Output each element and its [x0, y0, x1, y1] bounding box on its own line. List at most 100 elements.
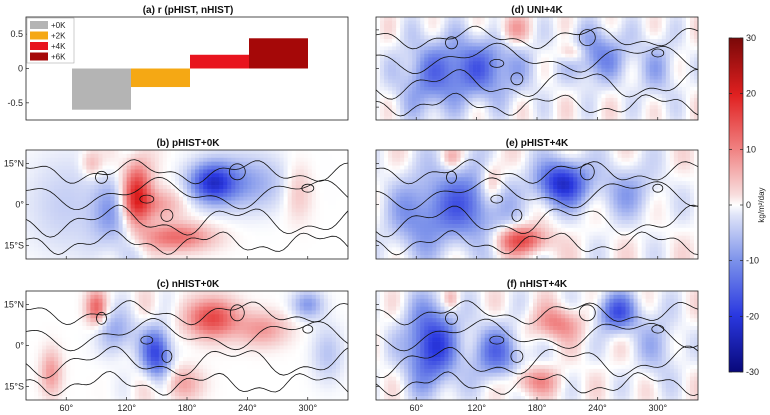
map-cell [66, 220, 71, 225]
map-cell [428, 20, 433, 25]
map-cell [219, 329, 224, 335]
map-cell [82, 200, 87, 205]
map-cell [327, 177, 333, 182]
map-cell [34, 200, 39, 205]
map-cell [215, 337, 220, 342]
map-cell [138, 368, 144, 374]
map-cell [90, 200, 95, 205]
map-cell [162, 388, 168, 393]
map-cell [199, 326, 204, 331]
map-cell [26, 353, 31, 358]
map-cell [339, 177, 345, 182]
map-cell [154, 322, 160, 327]
map-cell [114, 353, 119, 358]
map-cell [54, 291, 59, 296]
map-cell [271, 298, 276, 303]
map-cell [279, 157, 284, 162]
map-cell [247, 298, 252, 303]
map-cell [323, 345, 329, 350]
map-contour [25, 204, 349, 238]
map-cell [211, 185, 216, 190]
map-cell [339, 153, 345, 159]
map-cell [211, 220, 216, 225]
map-cell [339, 216, 345, 221]
map-cell [343, 306, 349, 311]
map-cell [126, 368, 131, 374]
map-cell [106, 177, 111, 182]
map-cell [126, 392, 131, 397]
map-cell [130, 380, 135, 385]
map-cell [275, 357, 280, 362]
map-cell [146, 161, 152, 166]
map-cell [94, 188, 99, 194]
map-cell [211, 216, 216, 221]
map-cell [331, 392, 337, 397]
map-cell [46, 220, 51, 225]
map-cell [275, 227, 280, 233]
map-cell [86, 204, 91, 209]
map-cell [311, 349, 317, 354]
map-cell [617, 28, 622, 33]
map-cell [70, 337, 75, 342]
map-cell [50, 291, 55, 296]
map-cell [203, 200, 208, 205]
map-cell [187, 251, 192, 256]
map-cell [524, 24, 530, 29]
map-cell [195, 243, 200, 248]
map-cell [259, 196, 264, 201]
map-cell [150, 357, 156, 362]
map-cell [146, 150, 152, 155]
map-cell [331, 165, 337, 170]
map-cell [110, 291, 115, 296]
map-cell [182, 349, 188, 354]
map-cell [86, 341, 91, 346]
map-cell [311, 200, 317, 205]
map-cell [142, 227, 148, 233]
map-cell [78, 255, 83, 260]
map-cell [122, 291, 127, 296]
map-cell [166, 196, 172, 201]
map-cell [82, 337, 87, 342]
map-cell [191, 357, 196, 362]
map-cell [323, 173, 329, 178]
map-cell [211, 326, 216, 331]
map-cell [408, 35, 413, 40]
map-cell [255, 314, 260, 319]
map-cell [98, 208, 103, 213]
map-cell [122, 153, 127, 159]
map-cell [339, 185, 345, 190]
map-cell [195, 341, 200, 346]
map-cell [110, 243, 115, 248]
map-cell [299, 212, 305, 217]
map-cell [126, 353, 131, 358]
map-cell [577, 31, 582, 36]
map-cell [295, 310, 301, 315]
map-cell [211, 345, 216, 350]
map-cell [231, 231, 236, 236]
map-cell [227, 291, 232, 296]
map-cell [42, 357, 47, 362]
map-cell [138, 161, 144, 166]
map-cell [98, 231, 103, 236]
map-cell [247, 376, 252, 381]
map-cell [315, 227, 321, 233]
map-cell [134, 318, 140, 323]
map-cell [195, 165, 200, 170]
map-cell [311, 192, 317, 198]
map-cell [38, 153, 43, 159]
map-cell [259, 243, 264, 248]
map-cell [251, 361, 256, 366]
map-cell [54, 310, 59, 315]
map-cell [94, 220, 99, 225]
map-cell [138, 345, 144, 350]
map-cell [74, 208, 79, 213]
map-cell [50, 349, 55, 354]
map-cell [178, 165, 184, 170]
map-cell [235, 364, 240, 370]
map-cell [343, 157, 349, 162]
map-cell [279, 310, 284, 315]
map-cell [118, 247, 123, 252]
map-cell [106, 376, 111, 381]
map-cell [134, 384, 140, 389]
map-cell [223, 310, 228, 315]
